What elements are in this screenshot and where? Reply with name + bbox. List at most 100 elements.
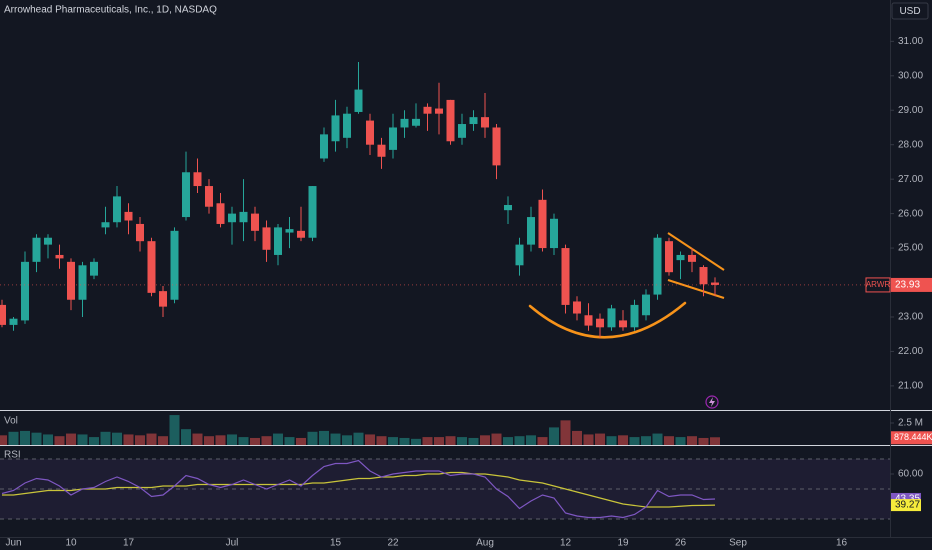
- candle-body: [550, 218, 558, 249]
- candle-body: [170, 230, 179, 300]
- volume-bar: [606, 436, 617, 445]
- rsi-tick-label: 60.00: [898, 469, 923, 480]
- volume-bar: [468, 437, 479, 445]
- volume-bar: [595, 433, 605, 445]
- volume-bar: [514, 436, 525, 445]
- candle-body: [331, 115, 340, 142]
- volume-bar: [710, 437, 720, 445]
- volume-bar: [641, 436, 651, 445]
- volume-bar: [192, 433, 203, 445]
- volume-bar: [250, 437, 260, 445]
- candle-body: [573, 301, 581, 314]
- volume-bar: [376, 436, 387, 445]
- candle-body: [435, 108, 443, 114]
- candle-body: [343, 113, 351, 138]
- volume-bar: [629, 437, 640, 445]
- volume-bar: [365, 434, 375, 445]
- candle-body: [297, 230, 305, 238]
- y-tick-label: 30.00: [898, 70, 923, 81]
- candle-body: [538, 199, 547, 249]
- candle-body: [193, 172, 202, 187]
- y-tick-label: 23.00: [898, 312, 923, 323]
- x-tick-label: 10: [65, 538, 77, 549]
- volume-bar: [100, 431, 111, 445]
- volume-bar: [54, 436, 65, 445]
- x-tick-label: 19: [617, 538, 629, 549]
- x-tick-label: Jul: [226, 538, 239, 549]
- candle-body: [55, 254, 64, 259]
- volume-bar: [238, 437, 249, 445]
- price-tag: [891, 277, 932, 292]
- candle-body: [389, 127, 397, 150]
- volume-bar: [480, 435, 490, 445]
- y-tick-label: 31.00: [898, 36, 923, 47]
- volume-bar: [319, 430, 329, 445]
- candle-body: [251, 213, 259, 231]
- candle-body: [67, 261, 75, 300]
- x-tick-label: Sep: [729, 538, 747, 549]
- volume-bar: [411, 438, 421, 445]
- volume-bar: [181, 429, 191, 445]
- volume-bar: [330, 433, 341, 445]
- candle-body: [653, 237, 662, 295]
- volume-bar: [457, 437, 467, 445]
- volume-bar: [503, 437, 513, 445]
- volume-bar: [284, 437, 295, 445]
- rsi-ma-tag: [891, 499, 921, 512]
- volume-bar: [146, 433, 157, 445]
- candle-body: [44, 237, 52, 245]
- volume-bar: [273, 433, 283, 445]
- x-tick-label: Jun: [5, 538, 21, 549]
- x-tick-label: 12: [560, 538, 572, 549]
- volume-bar: [215, 435, 226, 445]
- volume-bar: [422, 437, 433, 445]
- volume-bar: [549, 427, 559, 445]
- volume-bar: [664, 436, 674, 445]
- volume-bar: [445, 436, 456, 445]
- volume-bar: [20, 430, 30, 445]
- candle-body: [0, 304, 6, 325]
- candle-body: [377, 144, 386, 157]
- volume-bar: [227, 434, 237, 445]
- volume-bar: [169, 415, 180, 445]
- x-tick-label: 22: [387, 538, 399, 549]
- volume-bar: [342, 435, 352, 445]
- rsi-ma-line: [2, 471, 716, 508]
- candle-body: [607, 308, 616, 328]
- volume-bar: [89, 437, 99, 445]
- currency-box[interactable]: [891, 2, 929, 20]
- volume-bar: [434, 437, 444, 445]
- cup-drawing[interactable]: [528, 301, 687, 339]
- candle-body: [113, 196, 121, 223]
- candle-body: [285, 229, 294, 233]
- volume-bar: [583, 434, 594, 445]
- event-icon-bolt: [709, 397, 715, 407]
- x-tick-label: 16: [836, 538, 848, 549]
- candle-body: [412, 118, 420, 126]
- volume-bar: [123, 434, 134, 445]
- volume-bar: [687, 436, 697, 445]
- volume-bar: [307, 431, 318, 445]
- candle-body: [308, 186, 317, 238]
- candle-body: [182, 172, 190, 218]
- volume-bar: [31, 432, 42, 445]
- candle-body: [619, 320, 627, 328]
- y-tick-label: 29.00: [898, 105, 923, 116]
- x-tick-label: Aug: [476, 538, 494, 549]
- volume-bar: [0, 435, 7, 445]
- volume-bar: [537, 437, 548, 445]
- candle-body: [354, 89, 363, 112]
- x-tick-label: 26: [675, 538, 687, 549]
- pennant-top-line[interactable]: [667, 232, 725, 271]
- candle-body: [400, 118, 409, 128]
- currency[interactable]: USD: [899, 6, 920, 17]
- rsi-ma-tag-label: 39.27: [895, 500, 920, 511]
- volume-bar: [296, 437, 306, 445]
- candle-body: [630, 304, 639, 328]
- volume-bar: [491, 433, 502, 445]
- candle-body: [458, 124, 466, 138]
- candle-body: [320, 134, 328, 159]
- candle-body: [101, 222, 110, 228]
- volume-bar: [353, 432, 364, 445]
